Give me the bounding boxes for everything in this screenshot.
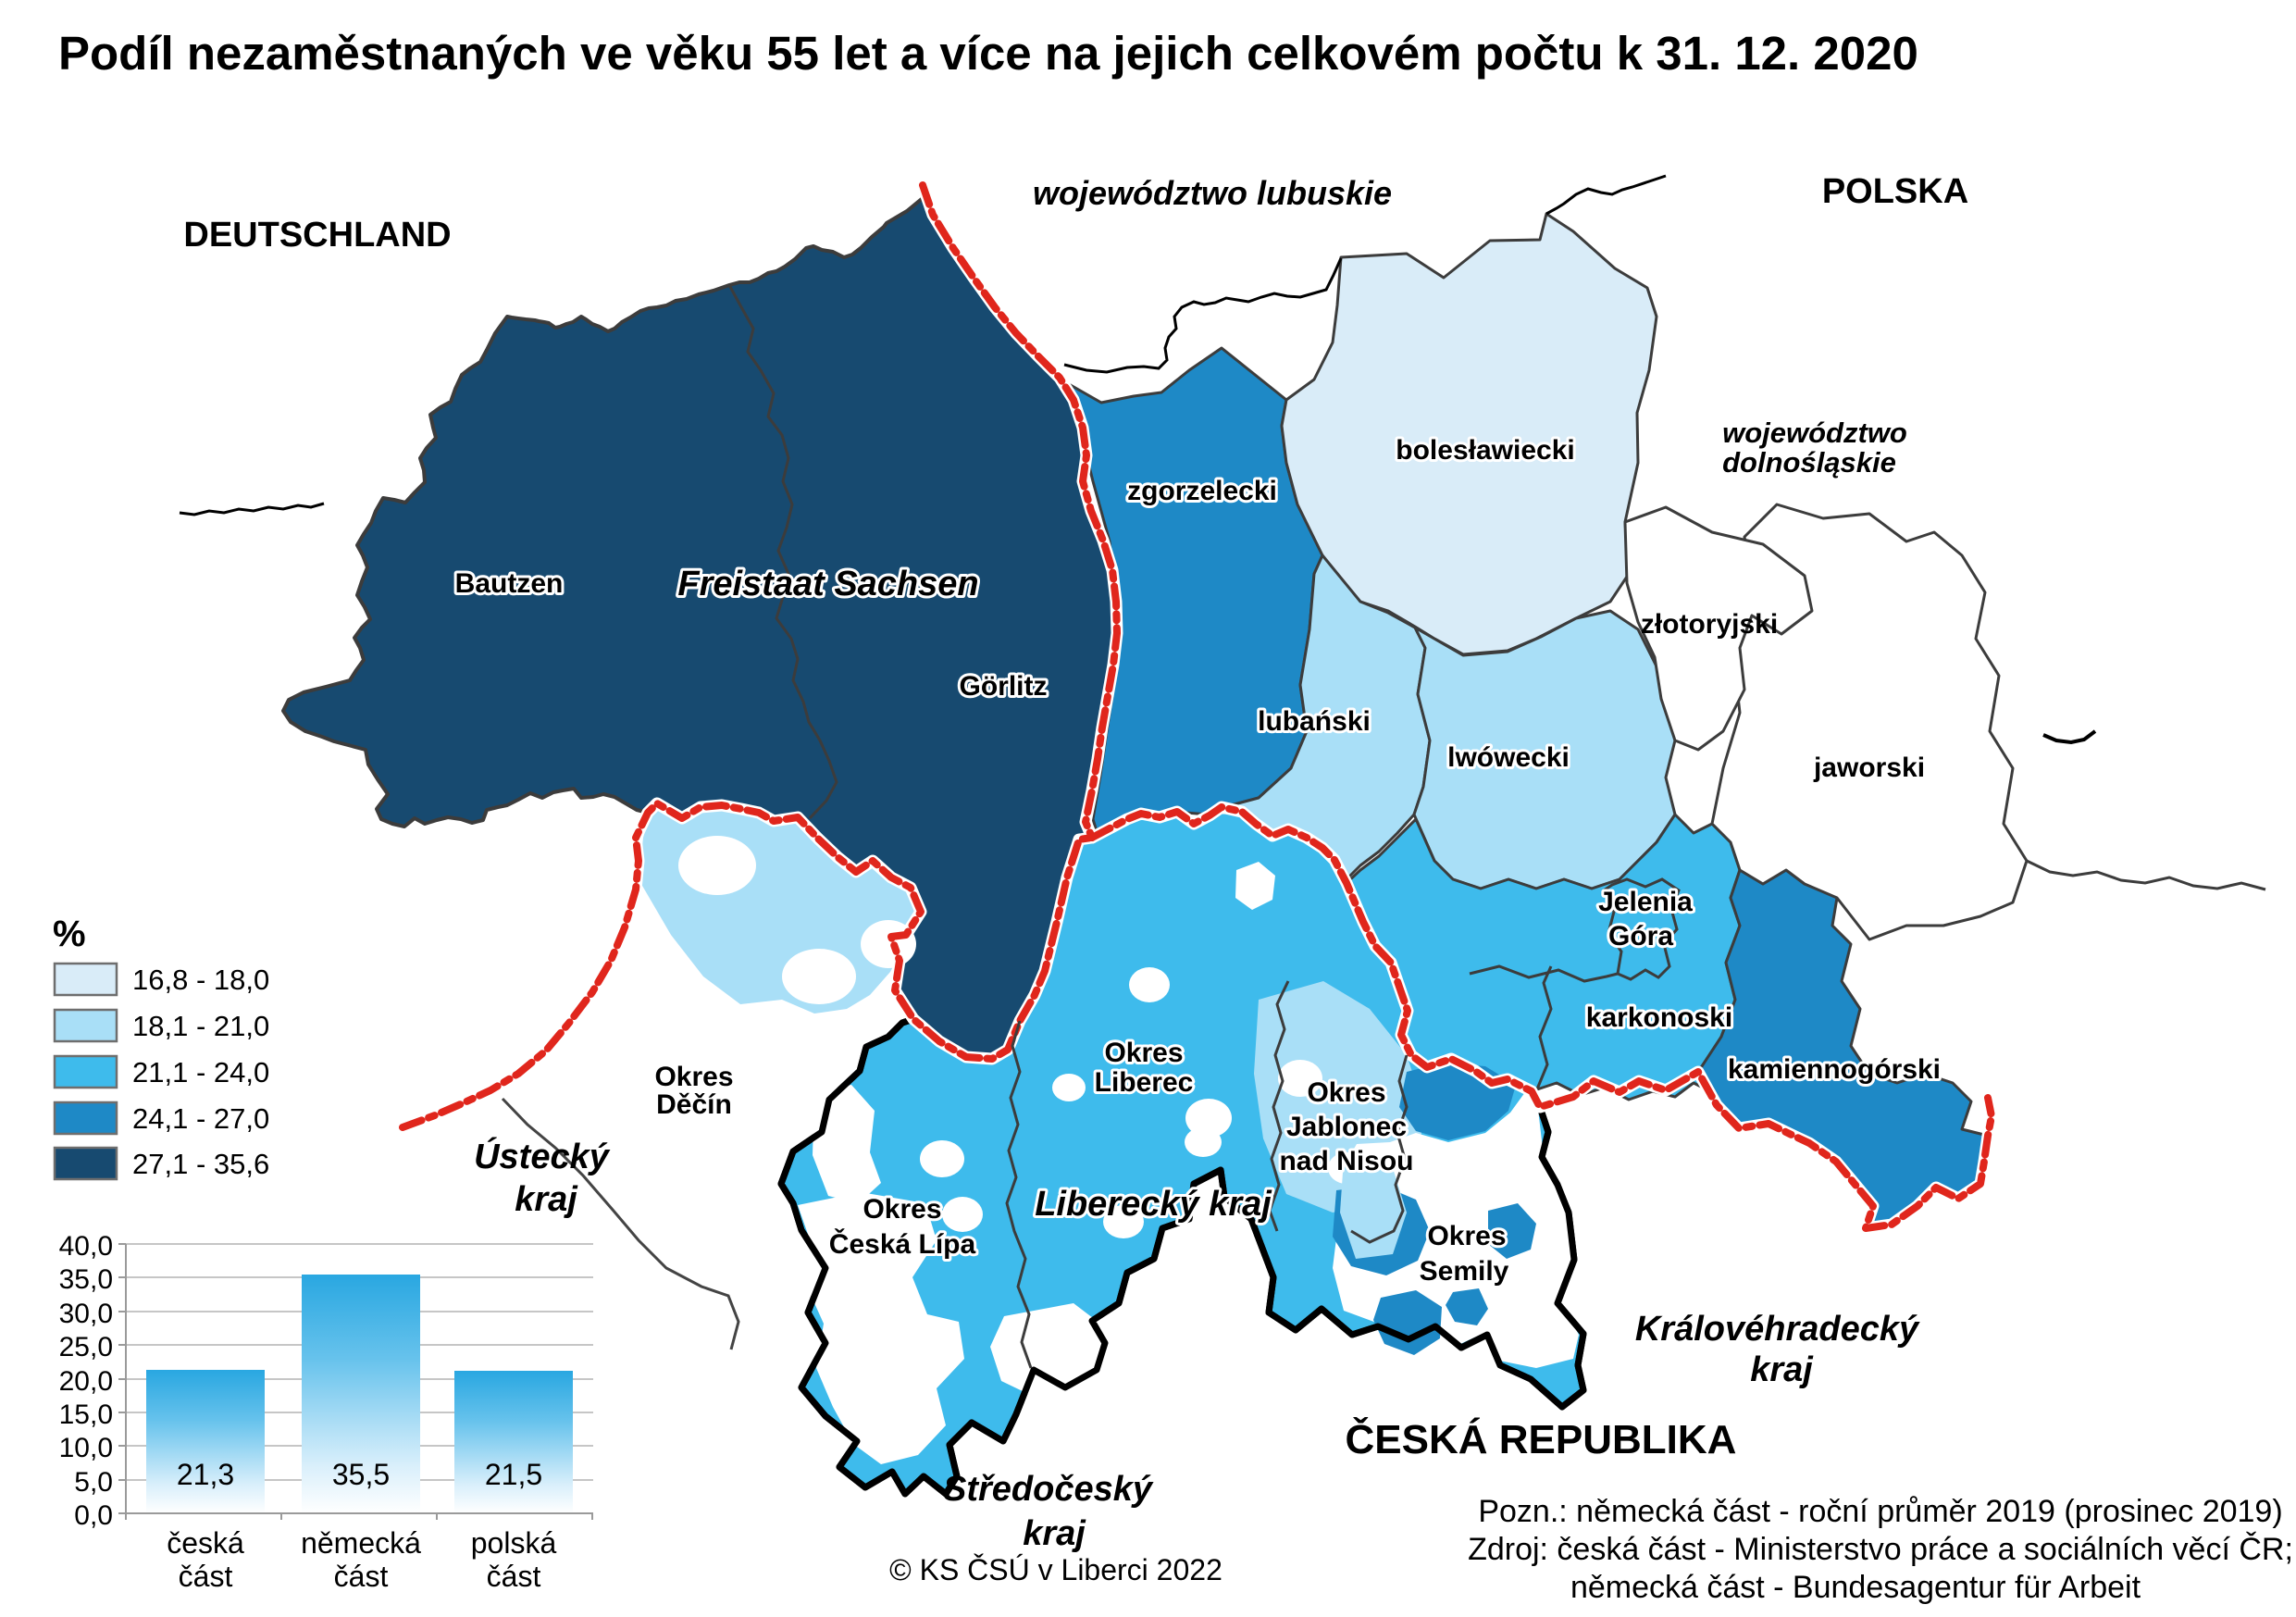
svg-text:nad Nisou: nad Nisou [1279,1146,1413,1176]
svg-text:%: % [53,914,86,954]
svg-text:Jablonec: Jablonec [1286,1112,1407,1142]
svg-text:Česká Lípa: Česká Lípa [829,1228,976,1260]
svg-text:21,3: 21,3 [177,1458,234,1491]
svg-text:Podíl nezaměstnaných ve věku 5: Podíl nezaměstnaných ve věku 55 let a ví… [58,27,1918,80]
svg-text:zgorzelecki: zgorzelecki [1127,476,1277,506]
svg-text:województwo lubuskie: województwo lubuskie [1033,174,1392,212]
svg-text:kraj: kraj [1750,1350,1814,1389]
svg-text:10,0: 10,0 [59,1433,113,1463]
svg-text:Středočeský: Středočeský [943,1470,1154,1509]
svg-text:německá: německá [301,1526,421,1560]
svg-text:Okres: Okres [654,1062,733,1092]
svg-text:15,0: 15,0 [59,1399,113,1430]
svg-text:část: část [334,1560,389,1593]
svg-text:Děčín: Děčín [656,1089,732,1120]
svg-text:kraj: kraj [1023,1514,1086,1553]
svg-text:Liberecký kraj: Liberecký kraj [1035,1185,1272,1224]
svg-text:Freistaat Sachsen: Freistaat Sachsen [677,565,978,603]
svg-text:ČESKÁ REPUBLIKA: ČESKÁ REPUBLIKA [1346,1415,1737,1462]
svg-text:16,8 - 18,0: 16,8 - 18,0 [132,964,269,996]
svg-text:Okres: Okres [1307,1077,1385,1108]
svg-text:německá část - Bundesagentur f: německá část - Bundesagentur für Arbeit [1570,1570,2141,1605]
svg-text:Görlitz: Görlitz [960,671,1048,702]
svg-text:Bautzen: Bautzen [455,568,564,599]
svg-text:bolesławiecki: bolesławiecki [1396,435,1574,466]
svg-text:Královéhradecký: Královéhradecký [1635,1310,1920,1349]
svg-text:24,1 - 27,0: 24,1 - 27,0 [132,1102,269,1135]
svg-text:35,0: 35,0 [59,1264,113,1295]
svg-text:polská: polská [471,1526,557,1560]
svg-text:złotoryjski: złotoryjski [1641,609,1778,640]
svg-text:30,0: 30,0 [59,1299,113,1329]
svg-text:část: část [487,1560,541,1593]
svg-text:lwówecki: lwówecki [1447,742,1570,773]
svg-text:Góra: Góra [1608,921,1673,952]
svg-text:DEUTSCHLAND: DEUTSCHLAND [183,216,451,255]
svg-text:© KS ČSÚ v Liberci 2022: © KS ČSÚ v Liberci 2022 [889,1553,1222,1586]
svg-text:kamiennogórski: kamiennogórski [1728,1054,1941,1085]
svg-text:Liberec: Liberec [1095,1067,1194,1098]
svg-text:Okres: Okres [1427,1221,1506,1251]
svg-text:Zdroj: česká část - Ministerst: Zdroj: česká část - Ministerstvo práce a… [1468,1532,2293,1567]
svg-text:20,0: 20,0 [59,1366,113,1397]
svg-text:województwo: województwo [1722,417,1907,449]
svg-text:Okres: Okres [1104,1038,1183,1068]
svg-text:Okres: Okres [863,1194,941,1225]
svg-text:21,1 - 24,0: 21,1 - 24,0 [132,1056,269,1088]
svg-text:Jelenia: Jelenia [1598,887,1693,917]
svg-text:dolnośląskie: dolnośląskie [1722,446,1896,479]
svg-text:5,0: 5,0 [74,1467,113,1498]
svg-text:0,0: 0,0 [74,1500,113,1531]
svg-text:část: část [179,1560,233,1593]
svg-text:jaworski: jaworski [1813,753,1925,783]
svg-text:karkonoski: karkonoski [1586,1002,1732,1033]
svg-text:POLSKA: POLSKA [1822,172,1968,211]
svg-text:21,5: 21,5 [485,1458,542,1491]
svg-text:kraj: kraj [515,1180,578,1219]
svg-text:35,5: 35,5 [332,1458,390,1491]
svg-text:lubański: lubański [1258,706,1371,737]
svg-text:25,0: 25,0 [59,1332,113,1362]
svg-text:česká: česká [167,1526,244,1560]
svg-text:40,0: 40,0 [59,1231,113,1262]
svg-text:Pozn.: německá část - roční pr: Pozn.: německá část - roční průměr 2019 … [1478,1494,2282,1529]
svg-text:18,1 - 21,0: 18,1 - 21,0 [132,1010,269,1042]
svg-text:27,1 - 35,6: 27,1 - 35,6 [132,1148,269,1180]
svg-text:Semily: Semily [1420,1256,1509,1287]
svg-text:Ústecký: Ústecký [474,1136,611,1176]
